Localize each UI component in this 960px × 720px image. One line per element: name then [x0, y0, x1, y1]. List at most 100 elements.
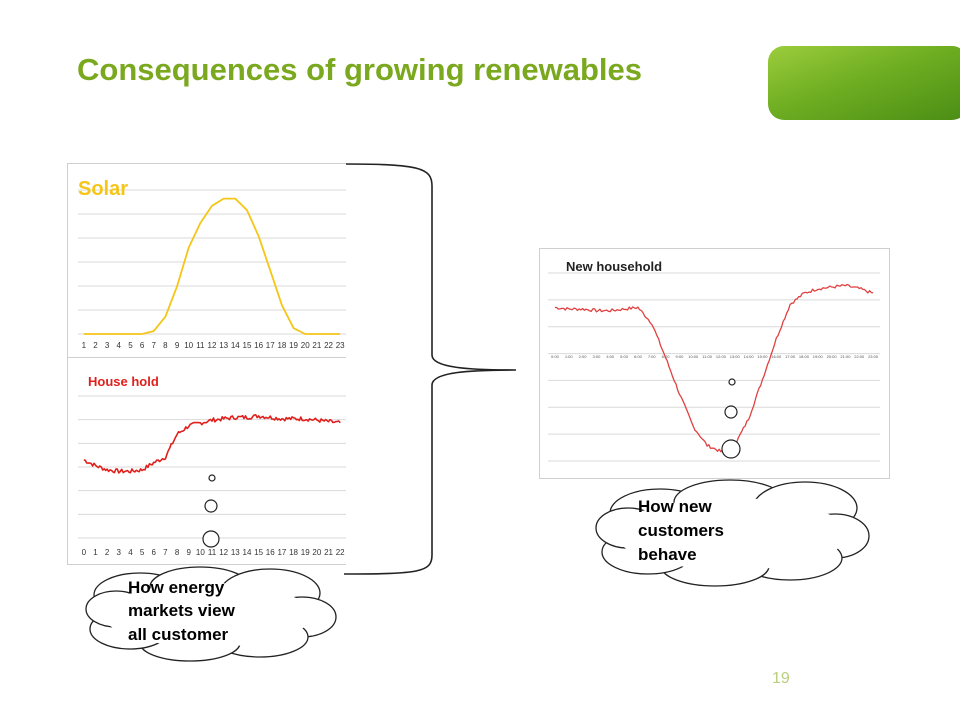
x-tick-label: 12: [208, 341, 217, 350]
chart-title: New household: [566, 259, 662, 274]
x-tick-label: 14: [231, 341, 240, 350]
x-tick-label: 23:00: [868, 354, 879, 359]
x-tick-label: 5:00: [620, 354, 629, 359]
x-tick-label: 8:00: [662, 354, 671, 359]
x-tick-label: 0: [82, 548, 87, 557]
x-tick-label: 4:00: [606, 354, 615, 359]
x-tick-label: 15:00: [757, 354, 768, 359]
x-tick-label: 19: [301, 548, 310, 557]
x-tick-label: 23: [336, 341, 345, 350]
x-tick-label: 15: [243, 341, 252, 350]
new-household-chart: 0:00 1:00 2:00 3:00 4:00 5:00 6:00 7:00 8:00 9:00…: [548, 259, 880, 462]
x-tick-label: 4: [117, 341, 122, 350]
x-tick-label: 22: [324, 341, 333, 350]
x-tick-label: 16: [254, 341, 263, 350]
x-tick-label: 20: [301, 341, 310, 350]
x-tick-label: 17: [266, 341, 275, 350]
thought-bubble-dot: [721, 439, 741, 459]
solar-chart: 1 2 3 4 5 6 7 8 9 10 11 12 13 14 15 16 17 18 19 20 21 22 23Sol…: [78, 178, 346, 350]
x-tick-label: 7:00: [648, 354, 657, 359]
x-tick-label: 10: [184, 341, 193, 350]
x-tick-label: 11: [196, 341, 205, 350]
x-tick-label: 12:00: [716, 354, 727, 359]
x-tick-label: 18: [289, 548, 298, 557]
x-tick-label: 17:00: [785, 354, 796, 359]
x-tick-label: 1: [93, 548, 98, 557]
x-tick-label: 19:00: [813, 354, 824, 359]
x-tick-label: 1:00: [565, 354, 574, 359]
x-tick-label: 9: [175, 341, 180, 350]
brand-bar: [768, 46, 960, 120]
market-view-line-2: markets view: [128, 601, 236, 620]
x-tick-label: 11: [208, 548, 217, 557]
x-tick-label: 19: [289, 341, 298, 350]
x-tick-label: 12: [219, 548, 228, 557]
x-tick-label: 4: [128, 548, 133, 557]
thought-bubble-dot: [728, 378, 736, 386]
thought-bubble-dot: [724, 405, 738, 419]
x-tick-label: 18: [277, 341, 286, 350]
x-tick-label: 2: [105, 548, 110, 557]
household-chart: 0 1 2 3 4 5 6 7 8 9 10 11 12 13 14 15 16 17 18 19 20 21 22Hous…: [78, 374, 346, 557]
new-household-chart-panel: 0:00 1:00 2:00 3:00 4:00 5:00 6:00 7:00 8:00 9:00…: [539, 248, 890, 479]
x-tick-label: 5: [140, 548, 145, 557]
new-customers-line-3: behave: [638, 545, 697, 564]
x-tick-label: 5: [128, 341, 133, 350]
x-tick-label: 21: [312, 341, 321, 350]
page-number: 19: [772, 670, 790, 687]
x-tick-label: 8: [175, 548, 180, 557]
x-tick-label: 9: [186, 548, 191, 557]
x-tick-label: 6: [152, 548, 157, 557]
x-tick-label: 14:00: [744, 354, 755, 359]
x-tick-label: 22: [336, 548, 345, 557]
x-tick-label: 15: [254, 548, 263, 557]
solar-chart-panel: 1 2 3 4 5 6 7 8 9 10 11 12 13 14 15 16 17 18 19 20 21 22 23 Sol…: [67, 163, 346, 358]
x-tick-label: 16: [266, 548, 275, 557]
x-tick-label: 10:00: [688, 354, 699, 359]
x-tick-label: 20:00: [827, 354, 838, 359]
market-view-line-3: all customer: [128, 625, 229, 644]
market-view-cloud: How energy markets view all customer: [85, 566, 337, 662]
thought-bubble-dot: [208, 474, 216, 482]
series-line: [554, 283, 874, 453]
new-customers-line-1: How new: [638, 497, 712, 516]
x-tick-label: 17: [277, 548, 286, 557]
x-tick-label: 11:00: [702, 354, 712, 359]
x-tick-label: 21: [324, 548, 333, 557]
x-tick-label: 3: [117, 548, 122, 557]
x-tick-label: 22:00: [854, 354, 865, 359]
x-tick-label: 14: [243, 548, 252, 557]
x-tick-label: 13: [231, 548, 240, 557]
x-tick-label: 20: [312, 548, 321, 557]
thought-bubble-dot: [202, 530, 220, 548]
x-tick-label: 13: [219, 341, 228, 350]
new-customers-line-2: customers: [638, 521, 724, 540]
x-tick-label: 6:00: [634, 354, 643, 359]
x-tick-label: 7: [163, 548, 168, 557]
chart-title: House hold: [88, 374, 159, 389]
x-tick-label: 10: [196, 548, 205, 557]
x-tick-label: 2:00: [579, 354, 588, 359]
series-line: [83, 197, 341, 335]
x-tick-label: 8: [163, 341, 168, 350]
x-tick-label: 0:00: [551, 354, 560, 359]
x-tick-label: 1: [82, 341, 87, 350]
x-tick-label: 16:00: [771, 354, 782, 359]
x-tick-label: 6: [140, 341, 145, 350]
slide-title: Consequences of growing renewables: [77, 52, 643, 87]
x-tick-label: 9:00: [676, 354, 685, 359]
series-line: [83, 414, 341, 474]
x-tick-label: 3: [105, 341, 110, 350]
x-tick-label: 2: [93, 341, 98, 350]
x-tick-label: 18:00: [799, 354, 810, 359]
thought-bubble-dot: [204, 499, 218, 513]
x-tick-label: 3:00: [593, 354, 602, 359]
market-view-line-1: How energy: [128, 578, 225, 597]
chart-title: Solar: [78, 178, 128, 200]
household-chart-panel: 0 1 2 3 4 5 6 7 8 9 10 11 12 13 14 15 16 17 18 19 20 21 22 Hous…: [67, 357, 346, 565]
x-tick-label: 7: [152, 341, 157, 350]
x-tick-label: 13:00: [730, 354, 741, 359]
new-customers-cloud: How new customers behave: [595, 479, 870, 587]
x-tick-label: 21:00: [840, 354, 851, 359]
